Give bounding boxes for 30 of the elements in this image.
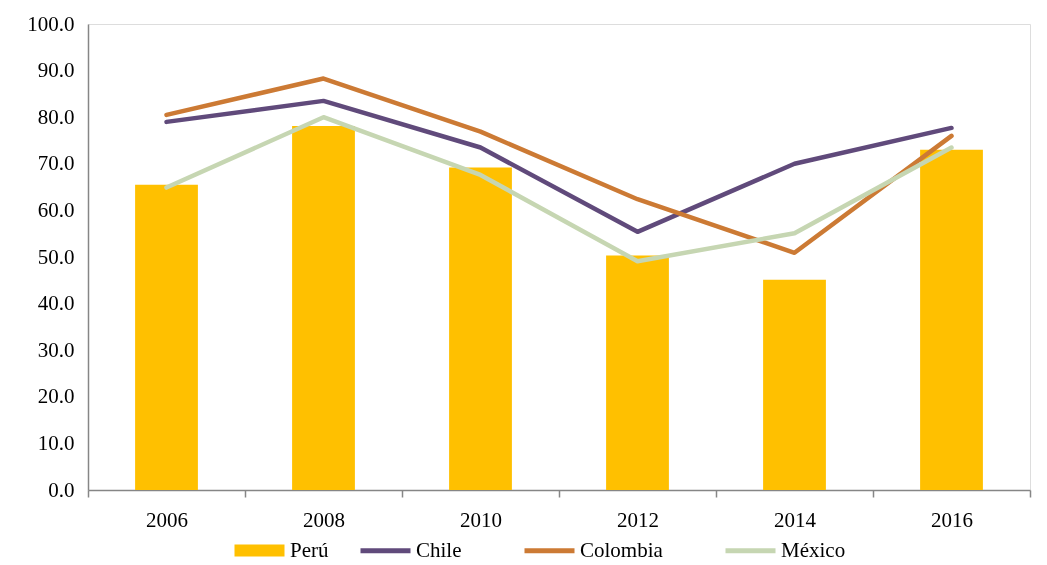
legend-label: Perú bbox=[290, 537, 329, 562]
legend-label: Colombia bbox=[580, 537, 664, 562]
bar bbox=[292, 126, 355, 490]
legend-label: Chile bbox=[416, 537, 462, 562]
x-tick-label: 2006 bbox=[146, 507, 188, 532]
y-tick-label: 100.0 bbox=[27, 11, 75, 36]
y-tick-label: 90.0 bbox=[37, 58, 75, 83]
y-tick-label: 60.0 bbox=[37, 197, 75, 222]
x-tick-label: 2010 bbox=[460, 507, 502, 532]
bar bbox=[763, 279, 826, 490]
line-series bbox=[164, 98, 954, 235]
y-tick-label: 20.0 bbox=[37, 384, 75, 409]
bar bbox=[606, 255, 669, 490]
y-tick-label: 10.0 bbox=[37, 430, 75, 455]
bar bbox=[920, 149, 983, 490]
line-series bbox=[164, 76, 954, 256]
x-tick-label: 2016 bbox=[931, 507, 973, 532]
x-tick-label: 2012 bbox=[617, 507, 659, 532]
x-tick-label: 2008 bbox=[303, 507, 345, 532]
x-tick-label: 2014 bbox=[774, 507, 817, 532]
y-tick-label: 30.0 bbox=[37, 337, 75, 362]
legend-label: México bbox=[781, 537, 846, 562]
y-tick-label: 50.0 bbox=[37, 244, 75, 269]
y-tick-label: 0.0 bbox=[48, 477, 75, 502]
bar bbox=[135, 184, 198, 490]
y-tick-label: 70.0 bbox=[37, 151, 75, 176]
bar bbox=[449, 167, 512, 490]
line-series bbox=[164, 114, 954, 264]
y-tick-label: 80.0 bbox=[37, 104, 75, 129]
y-tick-label: 40.0 bbox=[37, 291, 75, 316]
